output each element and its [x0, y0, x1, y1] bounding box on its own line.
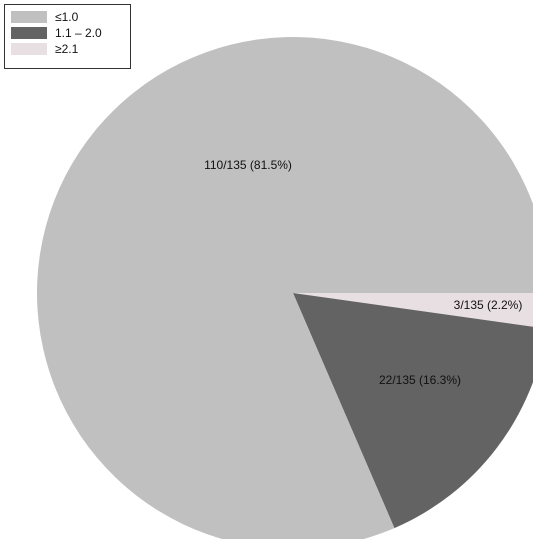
slice-1-1-to-2-0 — [293, 293, 533, 529]
slice-ge-2-1 — [293, 293, 533, 327]
data-label-1-1-to-2-0: 22/135 (16.3%) — [379, 373, 461, 387]
legend-label-1-1-to-2-0: 1.1 – 2.0 — [55, 25, 102, 40]
slice-le-1-0 — [37, 37, 533, 539]
legend-label-ge-2-1: ≥2.1 — [55, 41, 79, 56]
legend-label-le-1-0: ≤1.0 — [55, 9, 79, 24]
legend-swatch-le-1-0 — [11, 10, 47, 23]
legend-swatch-ge-2-1 — [11, 42, 47, 55]
data-label-ge-2-1: 3/135 (2.2%) — [454, 298, 523, 312]
data-label-le-1-0: 110/135 (81.5%) — [204, 158, 292, 172]
legend-item-le-1-0: ≤1.0 — [11, 9, 130, 24]
legend-swatch-1-1-to-2-0 — [11, 26, 47, 39]
legend-item-1-1-to-2-0: 1.1 – 2.0 — [11, 25, 130, 40]
legend-item-ge-2-1: ≥2.1 — [11, 41, 130, 56]
legend: ≤1.0 1.1 – 2.0 ≥2.1 — [4, 4, 131, 69]
